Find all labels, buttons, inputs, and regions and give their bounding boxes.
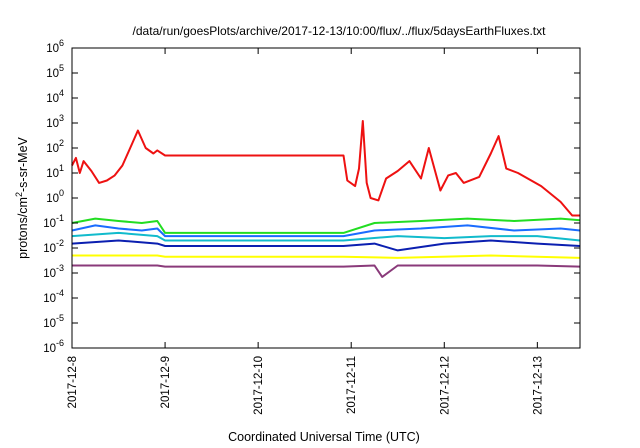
y-tick-label: 105: [46, 63, 64, 80]
x-tick-label: 2017-12-10: [253, 356, 265, 415]
y-tick-exponent: 4: [59, 88, 64, 98]
y-tick-label: 103: [46, 113, 64, 130]
y-tick-base: 10: [46, 118, 59, 130]
y-tick-exponent: -4: [56, 288, 64, 298]
x-tick-label: 2017-12-9: [160, 356, 172, 408]
y-tick-base: 10: [46, 93, 59, 105]
y-tick-exponent: -2: [56, 238, 64, 248]
y-tick-label: 102: [46, 138, 64, 155]
y-tick-exponent: -3: [56, 263, 64, 273]
plot-lines: [71, 120, 581, 278]
series-line: [71, 120, 580, 217]
series-line: [71, 217, 581, 234]
x-axis: 2017-12-8 2017-12-9 2017-12-10 2017-12-11 20…: [67, 48, 544, 415]
series-line: [71, 224, 581, 238]
y-tick-exponent: -5: [56, 313, 64, 323]
y-tick-exponent: -6: [56, 338, 64, 348]
y-tick-exponent: 2: [59, 138, 64, 148]
y-tick-label: 104: [46, 88, 64, 105]
y-tick-label: 106: [46, 38, 64, 55]
y-tick-base: 10: [46, 193, 59, 205]
y-tick-exponent: 0: [59, 188, 64, 198]
y-tick-exponent: 5: [59, 63, 64, 73]
series-line: [71, 239, 581, 252]
y-tick-label: 10-2: [43, 238, 64, 255]
x-axis-title: Coordinated Universal Time (UTC): [228, 430, 420, 444]
y-tick-base: 10: [43, 293, 56, 305]
y-tick-label: 10-4: [43, 288, 64, 305]
x-tick-label: 2017-12-12: [439, 356, 451, 415]
y-tick-base: 10: [46, 168, 59, 180]
y-tick-label: 100: [46, 188, 64, 205]
plot-frame: [71, 47, 581, 349]
x-tick-label: 2017-12-8: [67, 356, 79, 408]
y-tick-base: 10: [46, 68, 59, 80]
x-tick-label: 2017-12-11: [346, 356, 358, 414]
chart-title: /data/run/goesPlots/archive/2017-12-13/1…: [133, 24, 547, 38]
y-tick-base: 10: [46, 143, 59, 155]
y-tick-label: 10-1: [43, 213, 64, 230]
y-tick-label: 10-6: [43, 338, 64, 355]
y-tick-label: 10-3: [43, 263, 64, 280]
series-line: [72, 254, 581, 259]
y-tick-base: 10: [46, 43, 59, 55]
x-tick-label: 2017-12-13: [532, 356, 544, 415]
y-tick-label: 101: [46, 163, 64, 180]
y-tick-exponent: -1: [56, 213, 64, 223]
y-axis-title-part2: -s-sr-MeV: [16, 136, 30, 192]
y-axis-title-part1: protons/cm: [16, 197, 30, 259]
y-tick-base: 10: [43, 218, 56, 230]
y-tick-label: 10-5: [43, 313, 64, 330]
y-axis: 10-610-510-410-310-210-11001011021031041…: [43, 38, 580, 355]
series-line: [72, 264, 581, 278]
y-tick-exponent: 6: [59, 38, 64, 48]
y-tick-base: 10: [43, 243, 56, 255]
y-axis-title-exp: 2: [14, 192, 24, 197]
y-tick-base: 10: [43, 318, 56, 330]
y-tick-base: 10: [43, 343, 56, 355]
y-tick-exponent: 1: [59, 163, 64, 173]
y-tick-exponent: 3: [59, 113, 64, 123]
y-tick-base: 10: [43, 268, 56, 280]
series-line: [71, 231, 581, 242]
y-axis-title: protons/cm2-s-sr-MeV: [14, 136, 30, 258]
